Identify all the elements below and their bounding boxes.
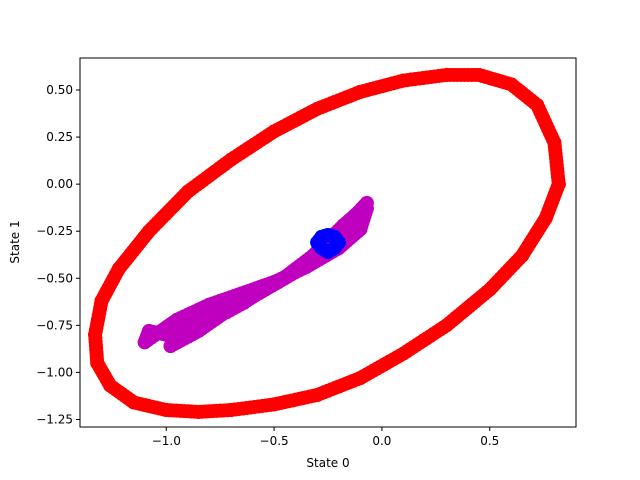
data-point (137, 335, 152, 350)
data-point (94, 293, 109, 308)
data-point (223, 403, 238, 418)
data-point (90, 355, 105, 370)
x-axis-ticks: −1.0 −0.5 0.0 0.5 (152, 427, 499, 448)
data-point (482, 282, 497, 297)
data-point (267, 275, 282, 290)
data-point (439, 67, 454, 82)
data-point (223, 152, 238, 167)
data-point (245, 290, 260, 305)
data-point (256, 282, 271, 297)
plot-frame (79, 57, 577, 428)
x-tick-label: 0.5 (480, 434, 499, 448)
data-point (191, 323, 206, 338)
data-point (277, 271, 292, 286)
data-point (267, 397, 282, 412)
data-point (180, 184, 195, 199)
data-point (191, 404, 206, 419)
data-point (88, 327, 103, 342)
data-point (359, 201, 374, 216)
data-point (288, 263, 303, 278)
data-point (342, 226, 357, 241)
y-tick-label: 0.50 (46, 83, 73, 97)
data-point (111, 261, 126, 276)
data-point (163, 339, 178, 354)
y-axis-label: State 1 (8, 220, 22, 263)
data-point (331, 235, 346, 250)
series-1 (137, 195, 374, 354)
x-tick-label: 0.0 (372, 434, 391, 448)
data-point (538, 211, 553, 226)
data-point (310, 101, 325, 116)
data-point (103, 378, 118, 393)
x-tick-label: −1.0 (152, 434, 181, 448)
data-point (471, 67, 486, 82)
data-point (142, 224, 157, 239)
data-point (310, 252, 325, 267)
data-point (213, 301, 228, 316)
y-tick-label: −1.00 (36, 365, 73, 379)
data-point (439, 318, 454, 333)
data-point (299, 259, 314, 274)
data-point (159, 327, 174, 342)
data-point (349, 214, 364, 229)
data-point (170, 312, 185, 327)
series-0 (88, 67, 566, 419)
series-2 (310, 227, 346, 259)
y-tick-label: 0.25 (46, 130, 73, 144)
data-point (547, 135, 562, 150)
data-point (202, 297, 217, 312)
x-axis-label: State 0 (306, 456, 349, 470)
data-point (504, 77, 519, 92)
data-point (234, 286, 249, 301)
y-tick-label: −0.75 (36, 318, 73, 332)
data-point (202, 312, 217, 327)
data-point (353, 84, 368, 99)
data-point (396, 346, 411, 361)
data-point (530, 98, 545, 113)
data-point (185, 312, 200, 327)
data-point (159, 403, 174, 418)
data-point (396, 73, 411, 88)
data-point (515, 248, 530, 263)
series-layer (88, 67, 566, 419)
y-tick-label: −0.50 (36, 271, 73, 285)
y-tick-label: −1.25 (36, 412, 73, 426)
y-tick-label: −0.25 (36, 224, 73, 238)
data-point (142, 323, 157, 338)
data-point (223, 301, 238, 316)
data-point (126, 395, 141, 410)
y-axis-ticks: 0.50 0.25 0.00 −0.25 −0.50 −0.75 −1.00 −1.25 (36, 83, 80, 426)
data-point (353, 371, 368, 386)
data-point (551, 177, 566, 192)
x-tick-label: −0.5 (260, 434, 289, 448)
y-tick-label: 0.00 (46, 177, 73, 191)
data-point (267, 124, 282, 139)
data-point (310, 387, 325, 402)
